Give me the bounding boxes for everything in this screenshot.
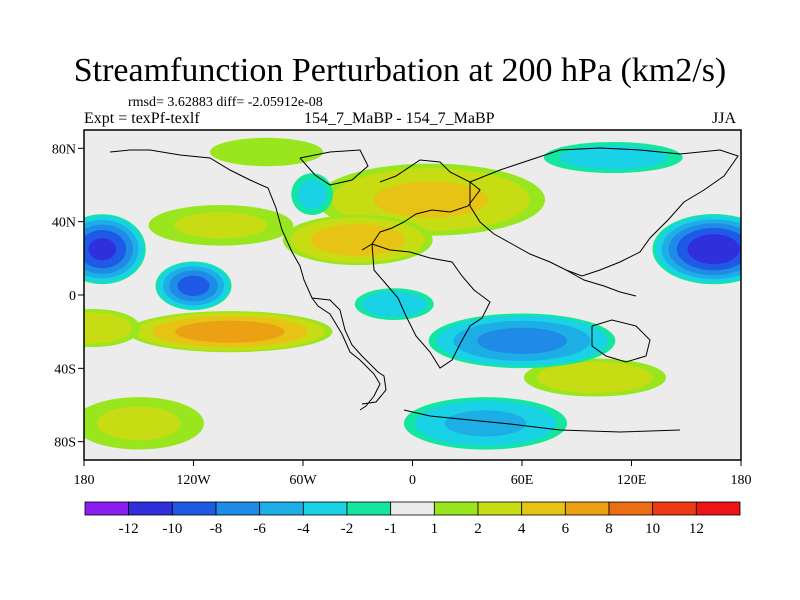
contour-high-north-america — [174, 212, 268, 239]
colorbar-label: 1 — [431, 521, 439, 537]
colorbar-swatch — [390, 501, 435, 516]
x-tick-label: 120E — [617, 473, 647, 488]
contour-high-north-asia — [373, 181, 488, 218]
colorbar-swatch — [346, 501, 392, 516]
colorbar-label: -8 — [210, 521, 223, 537]
colorbar-label: -2 — [341, 521, 354, 537]
coastline-south-america — [311, 297, 381, 411]
contour-high-southern-ocean — [96, 406, 181, 441]
colorbar-label: 10 — [645, 521, 660, 537]
chart-title: Streamfunction Perturbation at 200 hPa (… — [73, 52, 727, 89]
experiment-label: Expt = texPf-texlf — [84, 110, 200, 127]
coastline-africa — [371, 243, 491, 369]
case-label: 154_7_MaBP - 154_7_MaBP — [304, 110, 495, 127]
coastline-europe — [361, 159, 481, 251]
contour-high-north-africa — [310, 224, 406, 256]
contour-low-north-atlantic — [297, 179, 327, 209]
coastline-southeast-asia — [565, 269, 637, 297]
colorbar-swatch — [433, 501, 479, 516]
y-tick-label: 0 — [69, 289, 76, 304]
contour-low-tropical-indian — [361, 291, 427, 318]
x-tick-label: 180 — [74, 473, 95, 488]
colorbar-swatch — [128, 501, 173, 516]
field-contours — [84, 130, 741, 460]
colorbar-label: 4 — [518, 521, 526, 537]
colorbar-label: 6 — [562, 521, 570, 537]
contour-high-south-pacific — [175, 320, 285, 343]
colorbar-label: 2 — [474, 521, 482, 537]
coastline-australia — [591, 319, 651, 363]
colorbar-swatch — [171, 501, 217, 516]
coastline-asia — [469, 147, 739, 277]
x-tick-label: 120W — [176, 473, 211, 488]
colorbar-swatch — [259, 501, 304, 516]
colorbar-swatch — [302, 501, 348, 516]
colorbar-swatch — [215, 501, 261, 516]
contour-high-south-pacific-edge — [84, 312, 132, 344]
coastline-antarctica — [403, 409, 681, 433]
contour-low-pacific-west — [88, 238, 117, 261]
colorbar-swatch — [608, 501, 654, 516]
contour-high-arctic — [209, 137, 324, 167]
colorbar-label: -4 — [297, 521, 310, 537]
x-tick-label: 60E — [511, 473, 534, 488]
colorbar-swatch — [84, 501, 130, 516]
y-tick-label: 40N — [52, 216, 76, 231]
y-tick-label: 80N — [52, 142, 76, 157]
coastline-north-america — [109, 149, 387, 405]
colorbar-label: -10 — [162, 521, 182, 537]
contour-low-north-pacific — [559, 145, 668, 170]
contour-low-tropical-atlantic — [477, 327, 567, 354]
colorbar-swatch — [477, 501, 523, 516]
colorbar-swatch — [521, 501, 566, 516]
contour-low-east-pacific — [177, 275, 210, 297]
contour-low-pacific-east — [687, 234, 740, 265]
colorbar-label: -12 — [119, 521, 139, 537]
contour-high-indian-ocean — [536, 361, 654, 394]
season-label: JJA — [712, 110, 737, 127]
x-tick-label: 60W — [289, 473, 317, 488]
y-tick-label: 40S — [54, 362, 76, 377]
y-tick-label: 80S — [54, 436, 76, 451]
colorbar-label: 12 — [689, 521, 704, 537]
colorbar-swatch — [652, 501, 697, 516]
colorbar-label: -1 — [384, 521, 397, 537]
coastline-greenland — [299, 149, 369, 186]
rmsd-label: rmsd= 3.62883 diff= -2.05912e-08 — [128, 95, 323, 110]
colorbar-swatch — [695, 501, 741, 516]
contour-low-south-africa — [444, 410, 527, 437]
coastlines — [109, 147, 739, 433]
x-tick-label: 180 — [731, 473, 752, 488]
colorbar-swatch — [564, 501, 610, 516]
x-tick-label: 0 — [409, 473, 416, 488]
colorbar-label: 8 — [605, 521, 613, 537]
colorbar-label: -6 — [253, 521, 266, 537]
